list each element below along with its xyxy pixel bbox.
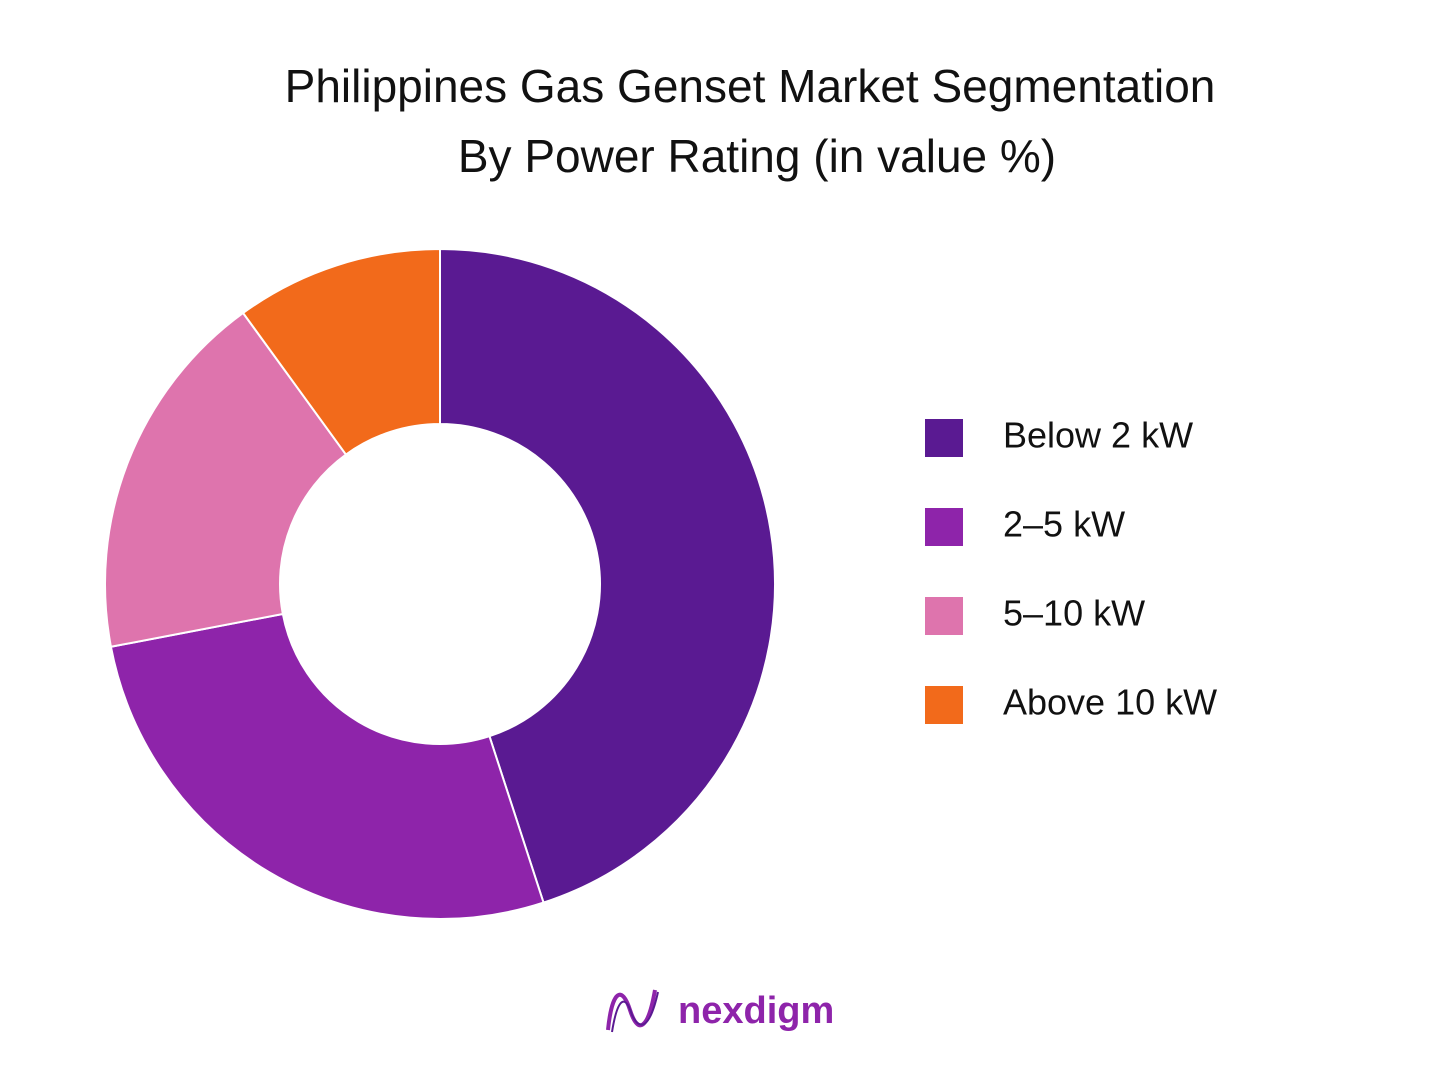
chart-subtitle: By Power Rating (in value %) <box>458 130 1056 182</box>
legend: Below 2 kW 2–5 kW 5–10 kW Above 10 kW <box>925 415 1217 724</box>
brand-name: nexdigm <box>678 990 834 1032</box>
legend-swatch <box>925 597 963 635</box>
donut-segment <box>439 247 777 904</box>
legend-label: Below 2 kW <box>1003 415 1193 456</box>
legend-swatch <box>925 419 963 457</box>
donut-segment <box>104 311 348 648</box>
legend-label: 2–5 kW <box>1003 504 1125 545</box>
logo-mark <box>611 991 659 1033</box>
legend-swatch <box>925 686 963 724</box>
donut-segment <box>109 612 545 920</box>
donut-segment <box>241 247 441 456</box>
legend-label: Above 10 kW <box>1003 682 1217 723</box>
chart-title: Philippines Gas Genset Market Segmentati… <box>285 60 1216 112</box>
legend-swatch <box>925 508 963 546</box>
legend-label: 5–10 kW <box>1003 593 1145 634</box>
brand-logo: nexdigm <box>606 989 834 1033</box>
